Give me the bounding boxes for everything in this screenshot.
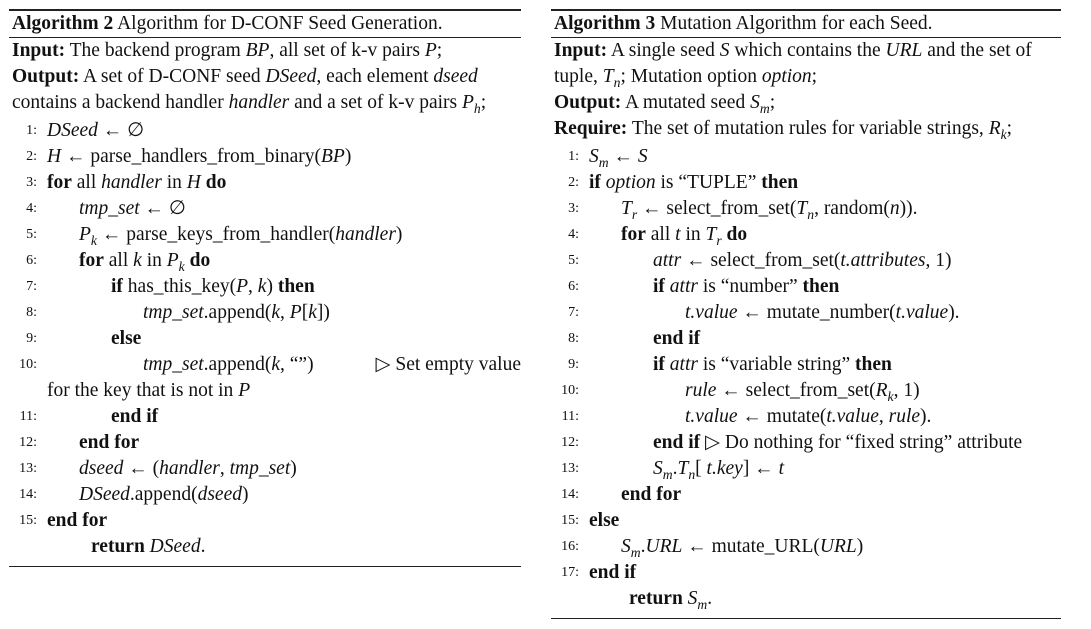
algorithm-caption: Algorithm 3 Mutation Algorithm for each …: [551, 11, 1061, 37]
require-label: Require:: [554, 118, 628, 139]
line-number: 10:: [561, 383, 579, 398]
code-line: 1: Sm ← S: [551, 144, 1061, 170]
code-line: 15: else: [551, 508, 1061, 534]
code-line: 12: end if ▷ Do nothing for “fixed strin…: [551, 430, 1061, 456]
line-number: 6:: [568, 279, 579, 294]
code-line: 7: if has_this_key(P, k) then: [9, 274, 521, 300]
code-line: 1: DSeed ← ∅: [9, 118, 521, 144]
code-line: 11: end if: [9, 404, 521, 430]
line-number: 8:: [568, 331, 579, 346]
line-number: 1:: [26, 123, 37, 138]
code-line: 2: H ← parse_handlers_from_binary(BP): [9, 144, 521, 170]
line-number: 7:: [568, 305, 579, 320]
output-label: Output:: [554, 92, 622, 113]
line-number: 4:: [26, 201, 37, 216]
algorithm-title: Mutation Algorithm for each Seed.: [660, 13, 933, 34]
input-spec: Input: A single seed S which contains th…: [554, 40, 1032, 90]
algorithm-caption: Algorithm 2 Algorithm for D-CONF Seed Ge…: [9, 11, 521, 37]
top-rule: [551, 9, 1061, 11]
code-line: 17: end if: [551, 560, 1061, 586]
code-line: 5: Pk ← parse_keys_from_handler(handler): [9, 222, 521, 248]
line-number: 15:: [19, 513, 37, 528]
line-number: 8:: [26, 305, 37, 320]
code-line: 13: Sm.Tn[ t.key] ← t: [551, 456, 1061, 482]
code-line: 4: tmp_set ← ∅: [9, 196, 521, 222]
line-number: 11:: [561, 409, 579, 424]
code-line: 7: t.value ← mutate_number(t.value).: [551, 300, 1061, 326]
line-number: 6:: [26, 253, 37, 268]
algorithm-label: Algorithm 2: [12, 13, 114, 34]
code-line: 2: if option is “TUPLE” then: [551, 170, 1061, 196]
algorithm-label: Algorithm 3: [554, 13, 656, 34]
code-line: 10: rule ← select_from_set(Rk, 1): [551, 378, 1061, 404]
caption-rule: [9, 37, 521, 38]
line-number: 14:: [19, 487, 37, 502]
line-number: 2:: [568, 175, 579, 190]
line-number: 16:: [561, 539, 579, 554]
return-line: return DSeed.: [91, 536, 206, 557]
line-number: 13:: [561, 461, 579, 476]
line-number: 9:: [26, 331, 37, 346]
line-number: 5:: [26, 227, 37, 242]
code-line: 3: for all handler in H do: [9, 170, 521, 196]
code-line: 9: if attr is “variable string” then: [551, 352, 1061, 378]
line-number: 14:: [561, 487, 579, 502]
output-label: Output:: [12, 66, 80, 87]
line-number: 12:: [19, 435, 37, 450]
algorithm-2-box: Algorithm 2 Algorithm for D-CONF Seed Ge…: [9, 9, 521, 567]
return-line: return Sm.: [629, 588, 713, 612]
require-spec: Require: The set of mutation rules for v…: [554, 118, 1013, 142]
line-number: 15:: [561, 513, 579, 528]
line-number: 7:: [26, 279, 37, 294]
line-number: 3:: [26, 175, 37, 190]
code-line: 13: dseed ← (handler, tmp_set): [9, 456, 521, 482]
input-label: Input:: [12, 40, 66, 61]
code-line: 10: tmp_set.append(k, “”) ▷ Set empty va…: [9, 352, 521, 404]
code-line: 11: t.value ← mutate(t.value, rule).: [551, 404, 1061, 430]
algorithm-3-box: Algorithm 3 Mutation Algorithm for each …: [551, 9, 1061, 619]
code-line: 4: for all t in Tr do: [551, 222, 1061, 248]
code-line: 14: DSeed.append(dseed): [9, 482, 521, 508]
top-rule: [9, 9, 521, 11]
code-line: 6: if attr is “number” then: [551, 274, 1061, 300]
code-line: 8: tmp_set.append(k, P[k]): [9, 300, 521, 326]
input-spec: Input: The backend program BP, all set o…: [12, 40, 443, 61]
line-number: 3:: [568, 201, 579, 216]
code-line: 16: Sm.URL ← mutate_URL(URL): [551, 534, 1061, 560]
bottom-rule: [9, 566, 521, 567]
line-number: 5:: [568, 253, 579, 268]
code-line: 5: attr ← select_from_set(t.attributes, …: [551, 248, 1061, 274]
line-number: 12:: [561, 435, 579, 450]
code-line: 12: end for: [9, 430, 521, 456]
algorithm-title: Algorithm for D-CONF Seed Generation.: [117, 13, 443, 34]
caption-rule: [551, 37, 1061, 38]
bottom-rule: [551, 618, 1061, 619]
code-line: 14: end for: [551, 482, 1061, 508]
input-label: Input:: [554, 40, 608, 61]
line-number: 4:: [568, 227, 579, 242]
line-number: 9:: [568, 357, 579, 372]
line-number: 10:: [19, 357, 37, 372]
line-number: 13:: [19, 461, 37, 476]
code-line: 3: Tr ← select_from_set(Tn, random(n)).: [551, 196, 1061, 222]
output-spec: Output: A set of D-CONF seed DSeed, each…: [12, 66, 487, 116]
line-number: 17:: [561, 565, 579, 580]
code-line: 6: for all k in Pk do: [9, 248, 521, 274]
line-number: 11:: [19, 409, 37, 424]
code-line: 8: end if: [551, 326, 1061, 352]
comment: ▷ Set empty value: [375, 354, 521, 375]
code-line: 9: else: [9, 326, 521, 352]
line-number: 1:: [568, 149, 579, 164]
code-line: 15: end for: [9, 508, 521, 534]
output-spec: Output: A mutated seed Sm;: [554, 92, 776, 116]
line-number: 2:: [26, 149, 37, 164]
